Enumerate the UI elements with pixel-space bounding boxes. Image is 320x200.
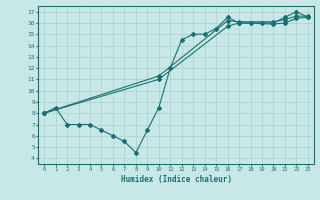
X-axis label: Humidex (Indice chaleur): Humidex (Indice chaleur) [121, 175, 231, 184]
